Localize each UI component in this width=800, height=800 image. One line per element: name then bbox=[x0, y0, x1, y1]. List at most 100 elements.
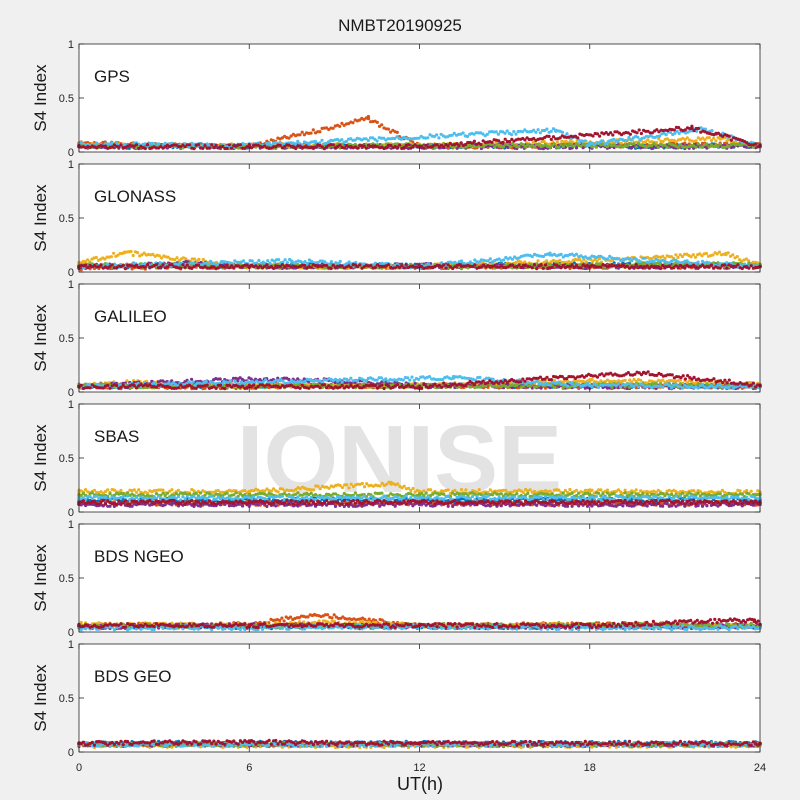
data-point bbox=[362, 118, 366, 122]
data-point bbox=[238, 143, 242, 147]
data-point bbox=[366, 116, 371, 121]
data-point bbox=[537, 142, 541, 146]
data-point bbox=[364, 146, 368, 150]
data-point bbox=[559, 252, 563, 256]
data-point bbox=[496, 132, 500, 136]
data-point bbox=[283, 258, 287, 262]
data-point bbox=[426, 136, 430, 140]
data-point bbox=[727, 134, 731, 138]
data-point bbox=[225, 263, 229, 267]
data-point bbox=[747, 266, 751, 270]
data-point bbox=[94, 255, 98, 260]
data-point bbox=[129, 249, 133, 254]
data-point bbox=[506, 142, 510, 146]
data-point bbox=[123, 267, 127, 271]
data-point bbox=[210, 143, 214, 147]
data-point bbox=[402, 266, 406, 270]
data-point bbox=[472, 139, 476, 143]
data-point bbox=[444, 266, 448, 270]
data-point bbox=[731, 253, 735, 257]
data-point bbox=[627, 135, 631, 139]
data-point bbox=[457, 144, 461, 148]
data-point bbox=[257, 258, 261, 263]
data-point bbox=[535, 267, 539, 271]
data-point bbox=[386, 263, 391, 267]
data-point bbox=[356, 146, 360, 150]
data-point bbox=[553, 128, 558, 133]
data-point bbox=[502, 258, 506, 262]
data-point bbox=[505, 129, 509, 133]
data-point bbox=[375, 120, 379, 124]
figure-title: NMBT20190925 bbox=[338, 16, 462, 35]
data-point bbox=[203, 144, 207, 148]
data-point bbox=[329, 260, 333, 264]
data-point bbox=[736, 263, 740, 267]
data-point bbox=[131, 253, 135, 258]
data-point bbox=[377, 124, 382, 128]
data-point bbox=[710, 129, 714, 133]
data-point bbox=[331, 126, 335, 130]
data-point bbox=[570, 263, 574, 267]
data-point bbox=[691, 253, 695, 257]
data-point bbox=[488, 257, 492, 261]
data-point bbox=[643, 256, 647, 260]
data-point bbox=[265, 263, 269, 267]
data-point bbox=[636, 135, 640, 139]
data-point bbox=[302, 263, 307, 267]
data-point bbox=[637, 128, 641, 132]
data-point bbox=[324, 126, 329, 130]
data-point bbox=[369, 120, 373, 124]
data-point bbox=[712, 136, 716, 140]
data-point bbox=[340, 121, 344, 125]
data-point bbox=[611, 133, 615, 137]
data-point bbox=[583, 139, 587, 143]
data-point bbox=[579, 266, 583, 270]
data-point bbox=[543, 263, 548, 267]
data-point bbox=[639, 131, 644, 136]
panel-title: GPS bbox=[94, 67, 130, 86]
data-point bbox=[565, 132, 569, 136]
data-point bbox=[530, 266, 534, 270]
data-point bbox=[398, 143, 402, 147]
data-point bbox=[561, 145, 565, 149]
data-point bbox=[342, 146, 346, 150]
panel-title: GLONASS bbox=[94, 187, 176, 206]
data-point bbox=[709, 263, 714, 267]
data-point bbox=[716, 145, 720, 149]
data-point bbox=[560, 130, 565, 134]
data-point bbox=[214, 143, 218, 147]
data-point bbox=[639, 260, 643, 264]
data-point bbox=[461, 131, 465, 135]
data-point bbox=[658, 266, 663, 271]
data-point bbox=[181, 263, 185, 267]
data-point bbox=[724, 251, 728, 256]
data-point bbox=[152, 142, 156, 146]
data-point bbox=[122, 250, 127, 255]
data-point bbox=[349, 266, 353, 270]
data-point bbox=[690, 126, 694, 130]
data-point bbox=[298, 133, 302, 137]
data-point bbox=[628, 132, 633, 136]
data-point bbox=[683, 141, 687, 145]
data-point bbox=[285, 261, 289, 265]
data-point bbox=[574, 252, 579, 256]
data-point bbox=[508, 145, 512, 149]
data-point bbox=[717, 250, 722, 254]
data-point bbox=[725, 141, 729, 145]
data-point bbox=[654, 143, 658, 147]
data-point bbox=[501, 140, 505, 144]
data-point bbox=[634, 145, 638, 149]
data-point bbox=[459, 141, 463, 145]
data-point bbox=[331, 143, 335, 147]
data-point bbox=[280, 136, 284, 140]
data-point bbox=[683, 266, 687, 270]
y-axis-label: S4 Index bbox=[31, 64, 50, 132]
data-point bbox=[501, 145, 506, 149]
data-point bbox=[293, 142, 298, 146]
data-point bbox=[714, 139, 718, 143]
data-point bbox=[584, 260, 588, 264]
data-point bbox=[179, 266, 183, 270]
data-point bbox=[154, 263, 158, 267]
